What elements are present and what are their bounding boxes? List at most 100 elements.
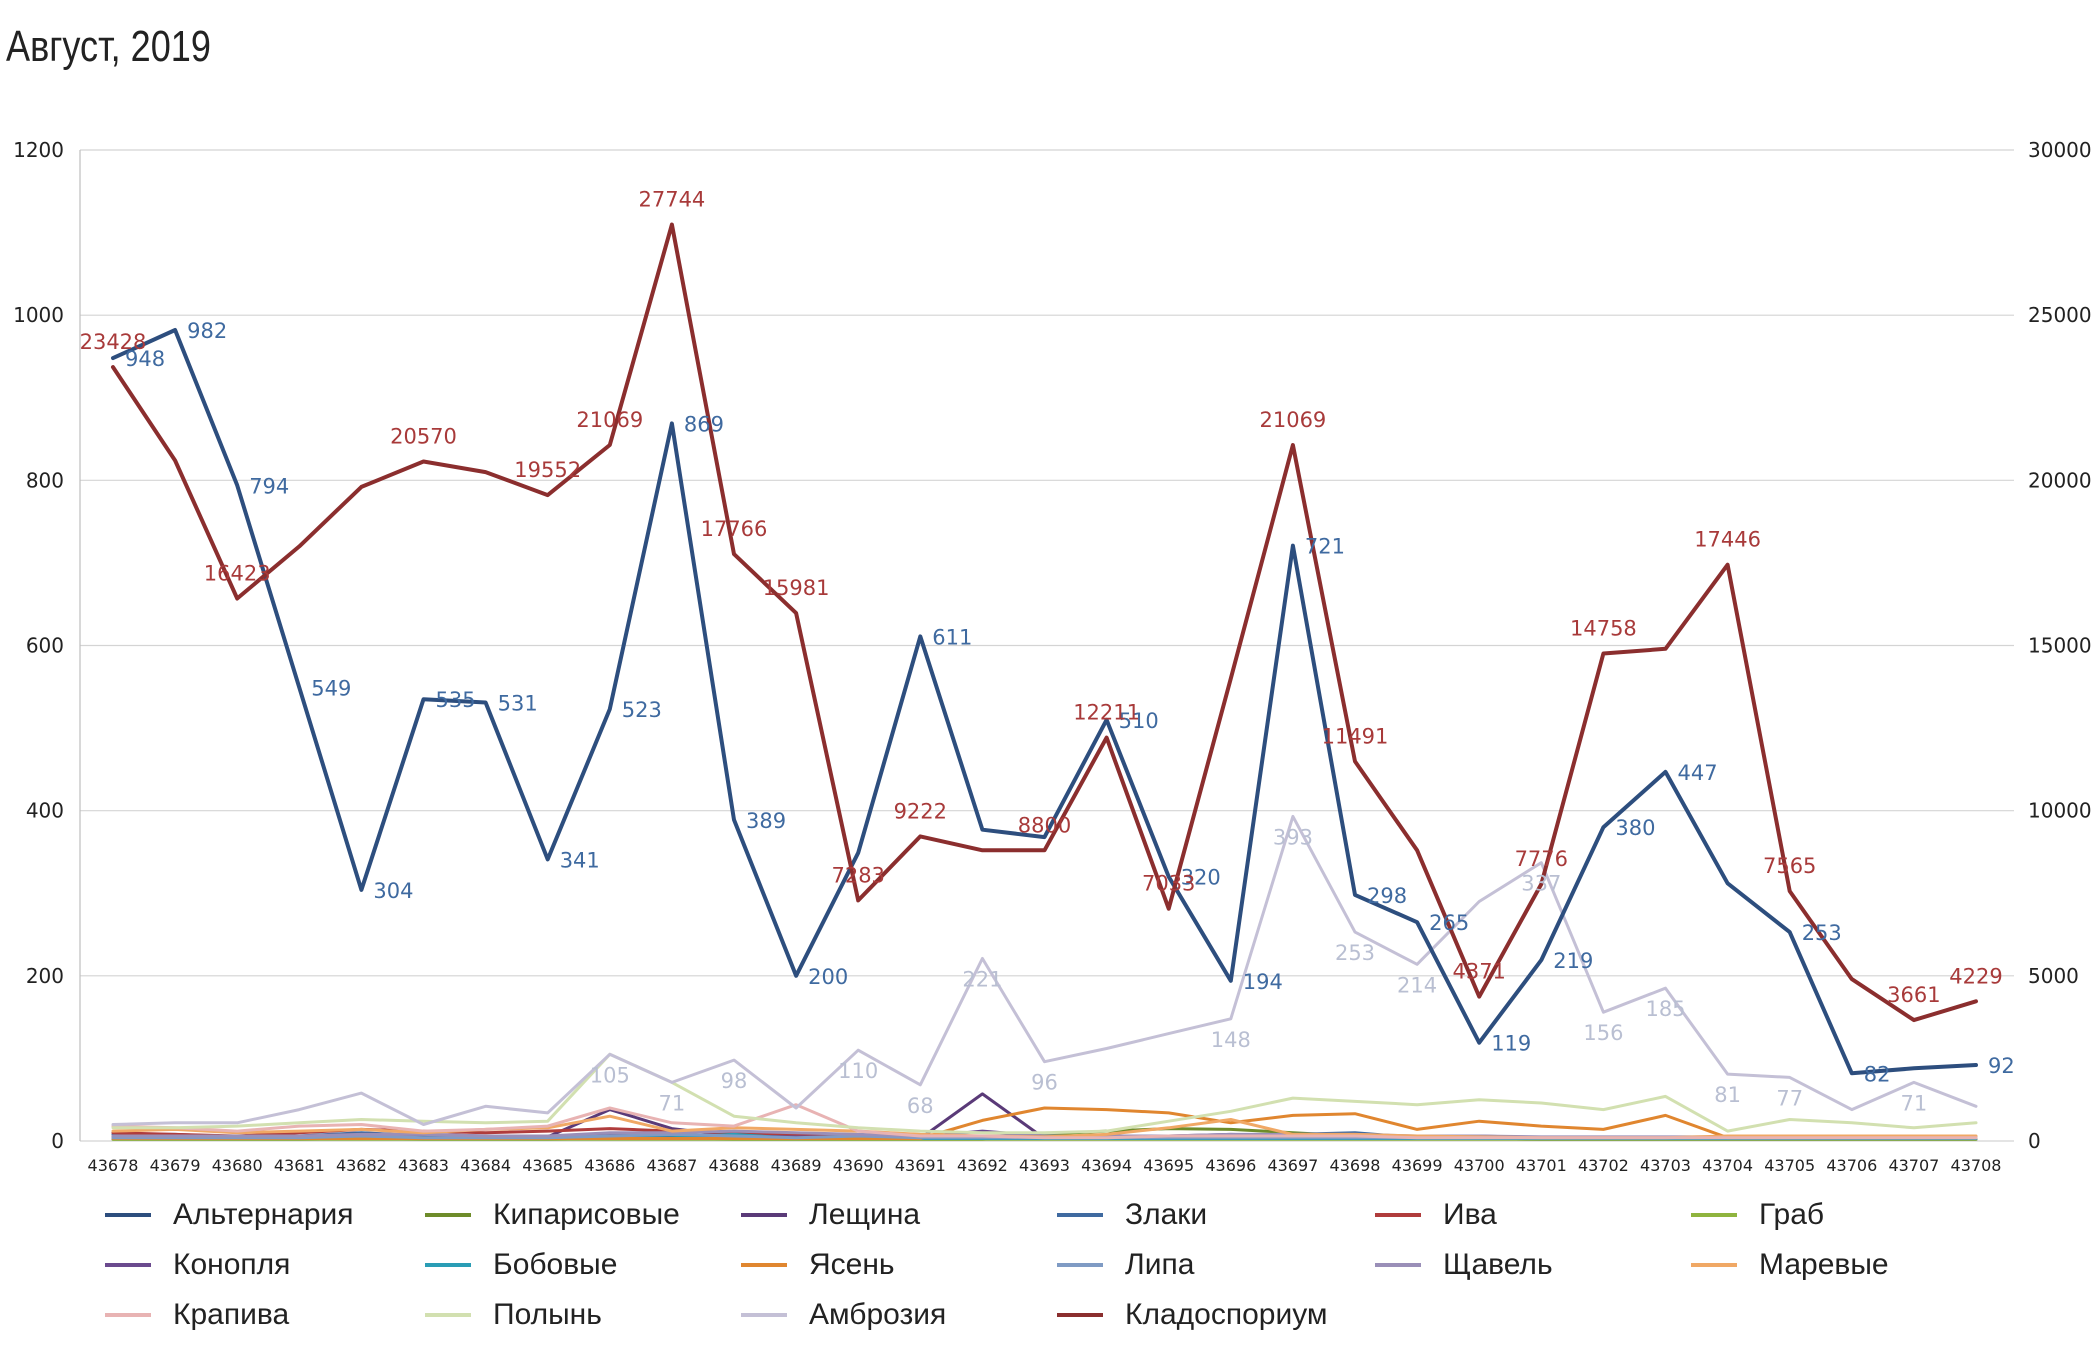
legend-label: Бобовые xyxy=(493,1248,618,1281)
data-label: 948 xyxy=(125,347,165,371)
data-label: 15981 xyxy=(763,576,830,600)
legend-swatch xyxy=(105,1213,151,1217)
x-tick-label: 43687 xyxy=(646,1156,697,1175)
data-label: 8800 xyxy=(1018,813,1071,837)
legend-label: Граб xyxy=(1759,1198,1825,1231)
data-label: 110 xyxy=(838,1059,878,1083)
x-tick-label: 43708 xyxy=(1951,1156,2002,1175)
data-label: 148 xyxy=(1211,1028,1251,1052)
x-tick-label: 43691 xyxy=(895,1156,946,1175)
legend-label: Щавель xyxy=(1443,1248,1553,1281)
x-tick-label: 43690 xyxy=(833,1156,884,1175)
data-label: 4371 xyxy=(1452,960,1505,984)
data-label: 98 xyxy=(721,1069,748,1093)
data-label: 23428 xyxy=(80,330,147,354)
legend-label: Маревые xyxy=(1759,1248,1889,1281)
data-label: 21069 xyxy=(1259,408,1326,432)
chart-legend: Альтернария Кипарисовые Лещина Злаки Ива Граб… xyxy=(105,1195,2005,1355)
axes: 0 0 200 5000 400 10000 600 15000 800 20000 1000 250… xyxy=(13,138,2092,1175)
x-tick-label: 43686 xyxy=(584,1156,635,1175)
legend-label: Конопля xyxy=(173,1248,291,1281)
data-label: 27744 xyxy=(638,188,705,212)
data-label: 531 xyxy=(498,691,538,715)
data-label: 794 xyxy=(249,474,289,498)
data-label: 523 xyxy=(622,698,662,722)
data-label: 11491 xyxy=(1322,724,1389,748)
y-left-tick-label: 0 xyxy=(51,1129,64,1153)
x-tick-label: 43694 xyxy=(1081,1156,1132,1175)
legend-swatch xyxy=(741,1263,787,1267)
data-label: 119 xyxy=(1491,1032,1531,1056)
data-label: 7033 xyxy=(1142,872,1195,896)
data-label: 535 xyxy=(436,688,476,712)
legend-label: Амброзия xyxy=(809,1298,947,1331)
x-tick-label: 43700 xyxy=(1454,1156,1505,1175)
legend-label: Злаки xyxy=(1125,1198,1208,1231)
data-label: 200 xyxy=(808,965,848,989)
y-left-tick-label: 400 xyxy=(26,799,64,823)
series-line xyxy=(111,814,1978,1126)
series-line xyxy=(111,1103,1978,1140)
x-tick-label: 43695 xyxy=(1143,1156,1194,1175)
legend-swatch xyxy=(1057,1263,1103,1267)
legend-swatch xyxy=(1375,1263,1421,1267)
x-tick-label: 43701 xyxy=(1516,1156,1567,1175)
grid-lines xyxy=(80,149,2014,1142)
legend-item: Злаки xyxy=(1057,1195,1207,1235)
data-label: 510 xyxy=(1119,709,1159,733)
data-label: 253 xyxy=(1335,941,1375,965)
data-label: 12211 xyxy=(1073,701,1140,725)
x-tick-label: 43681 xyxy=(274,1156,325,1175)
y-left-tick-label: 800 xyxy=(26,468,64,492)
data-label: 214 xyxy=(1397,973,1437,997)
legend-label: Кипарисовые xyxy=(493,1198,680,1231)
x-tick-label: 43678 xyxy=(88,1156,139,1175)
legend-swatch xyxy=(1057,1313,1103,1317)
x-tick-label: 43689 xyxy=(771,1156,822,1175)
data-label: 19552 xyxy=(514,458,581,482)
series-lines xyxy=(111,222,1978,1141)
data-label: 549 xyxy=(311,677,351,701)
data-label: 7776 xyxy=(1515,847,1568,871)
legend-label: Ясень xyxy=(809,1248,895,1281)
data-label: 341 xyxy=(560,848,600,872)
data-label: 320 xyxy=(1181,866,1221,890)
legend-item: Альтернария xyxy=(105,1195,354,1235)
data-label: 298 xyxy=(1367,884,1407,908)
data-label: 221 xyxy=(962,967,1002,991)
y-left-tick-label: 200 xyxy=(26,964,64,988)
series-line xyxy=(111,1052,1978,1135)
legend-item: Конопля xyxy=(105,1245,290,1285)
legend-swatch xyxy=(105,1313,151,1317)
data-label: 20570 xyxy=(390,425,457,449)
data-label: 265 xyxy=(1429,911,1469,935)
data-label: 77 xyxy=(1776,1086,1803,1110)
x-tick-label: 43679 xyxy=(150,1156,201,1175)
data-label: 71 xyxy=(659,1091,686,1115)
legend-swatch xyxy=(425,1263,471,1267)
data-label: 982 xyxy=(187,319,227,343)
y-right-tick-label: 10000 xyxy=(2028,799,2092,823)
data-label: 16423 xyxy=(204,561,271,585)
data-label: 4229 xyxy=(1949,964,2002,988)
data-label: 81 xyxy=(1714,1083,1741,1107)
data-label: 92 xyxy=(1988,1054,2015,1078)
x-tick-label: 43683 xyxy=(398,1156,449,1175)
legend-swatch xyxy=(425,1313,471,1317)
x-tick-label: 43693 xyxy=(1019,1156,1070,1175)
data-label: 721 xyxy=(1305,535,1345,559)
legend-swatch xyxy=(425,1213,471,1217)
data-label: 337 xyxy=(1521,872,1561,896)
y-right-tick-label: 20000 xyxy=(2028,468,2092,492)
legend-swatch xyxy=(1057,1213,1103,1217)
data-label: 380 xyxy=(1615,816,1655,840)
series-line xyxy=(111,328,1978,1076)
data-label: 156 xyxy=(1583,1021,1623,1045)
data-label: 611 xyxy=(932,625,972,649)
legend-swatch xyxy=(105,1263,151,1267)
legend-label: Полынь xyxy=(493,1298,602,1331)
legend-label: Альтернария xyxy=(173,1198,354,1231)
x-tick-label: 43692 xyxy=(957,1156,1008,1175)
legend-item: Кипарисовые xyxy=(425,1195,680,1235)
